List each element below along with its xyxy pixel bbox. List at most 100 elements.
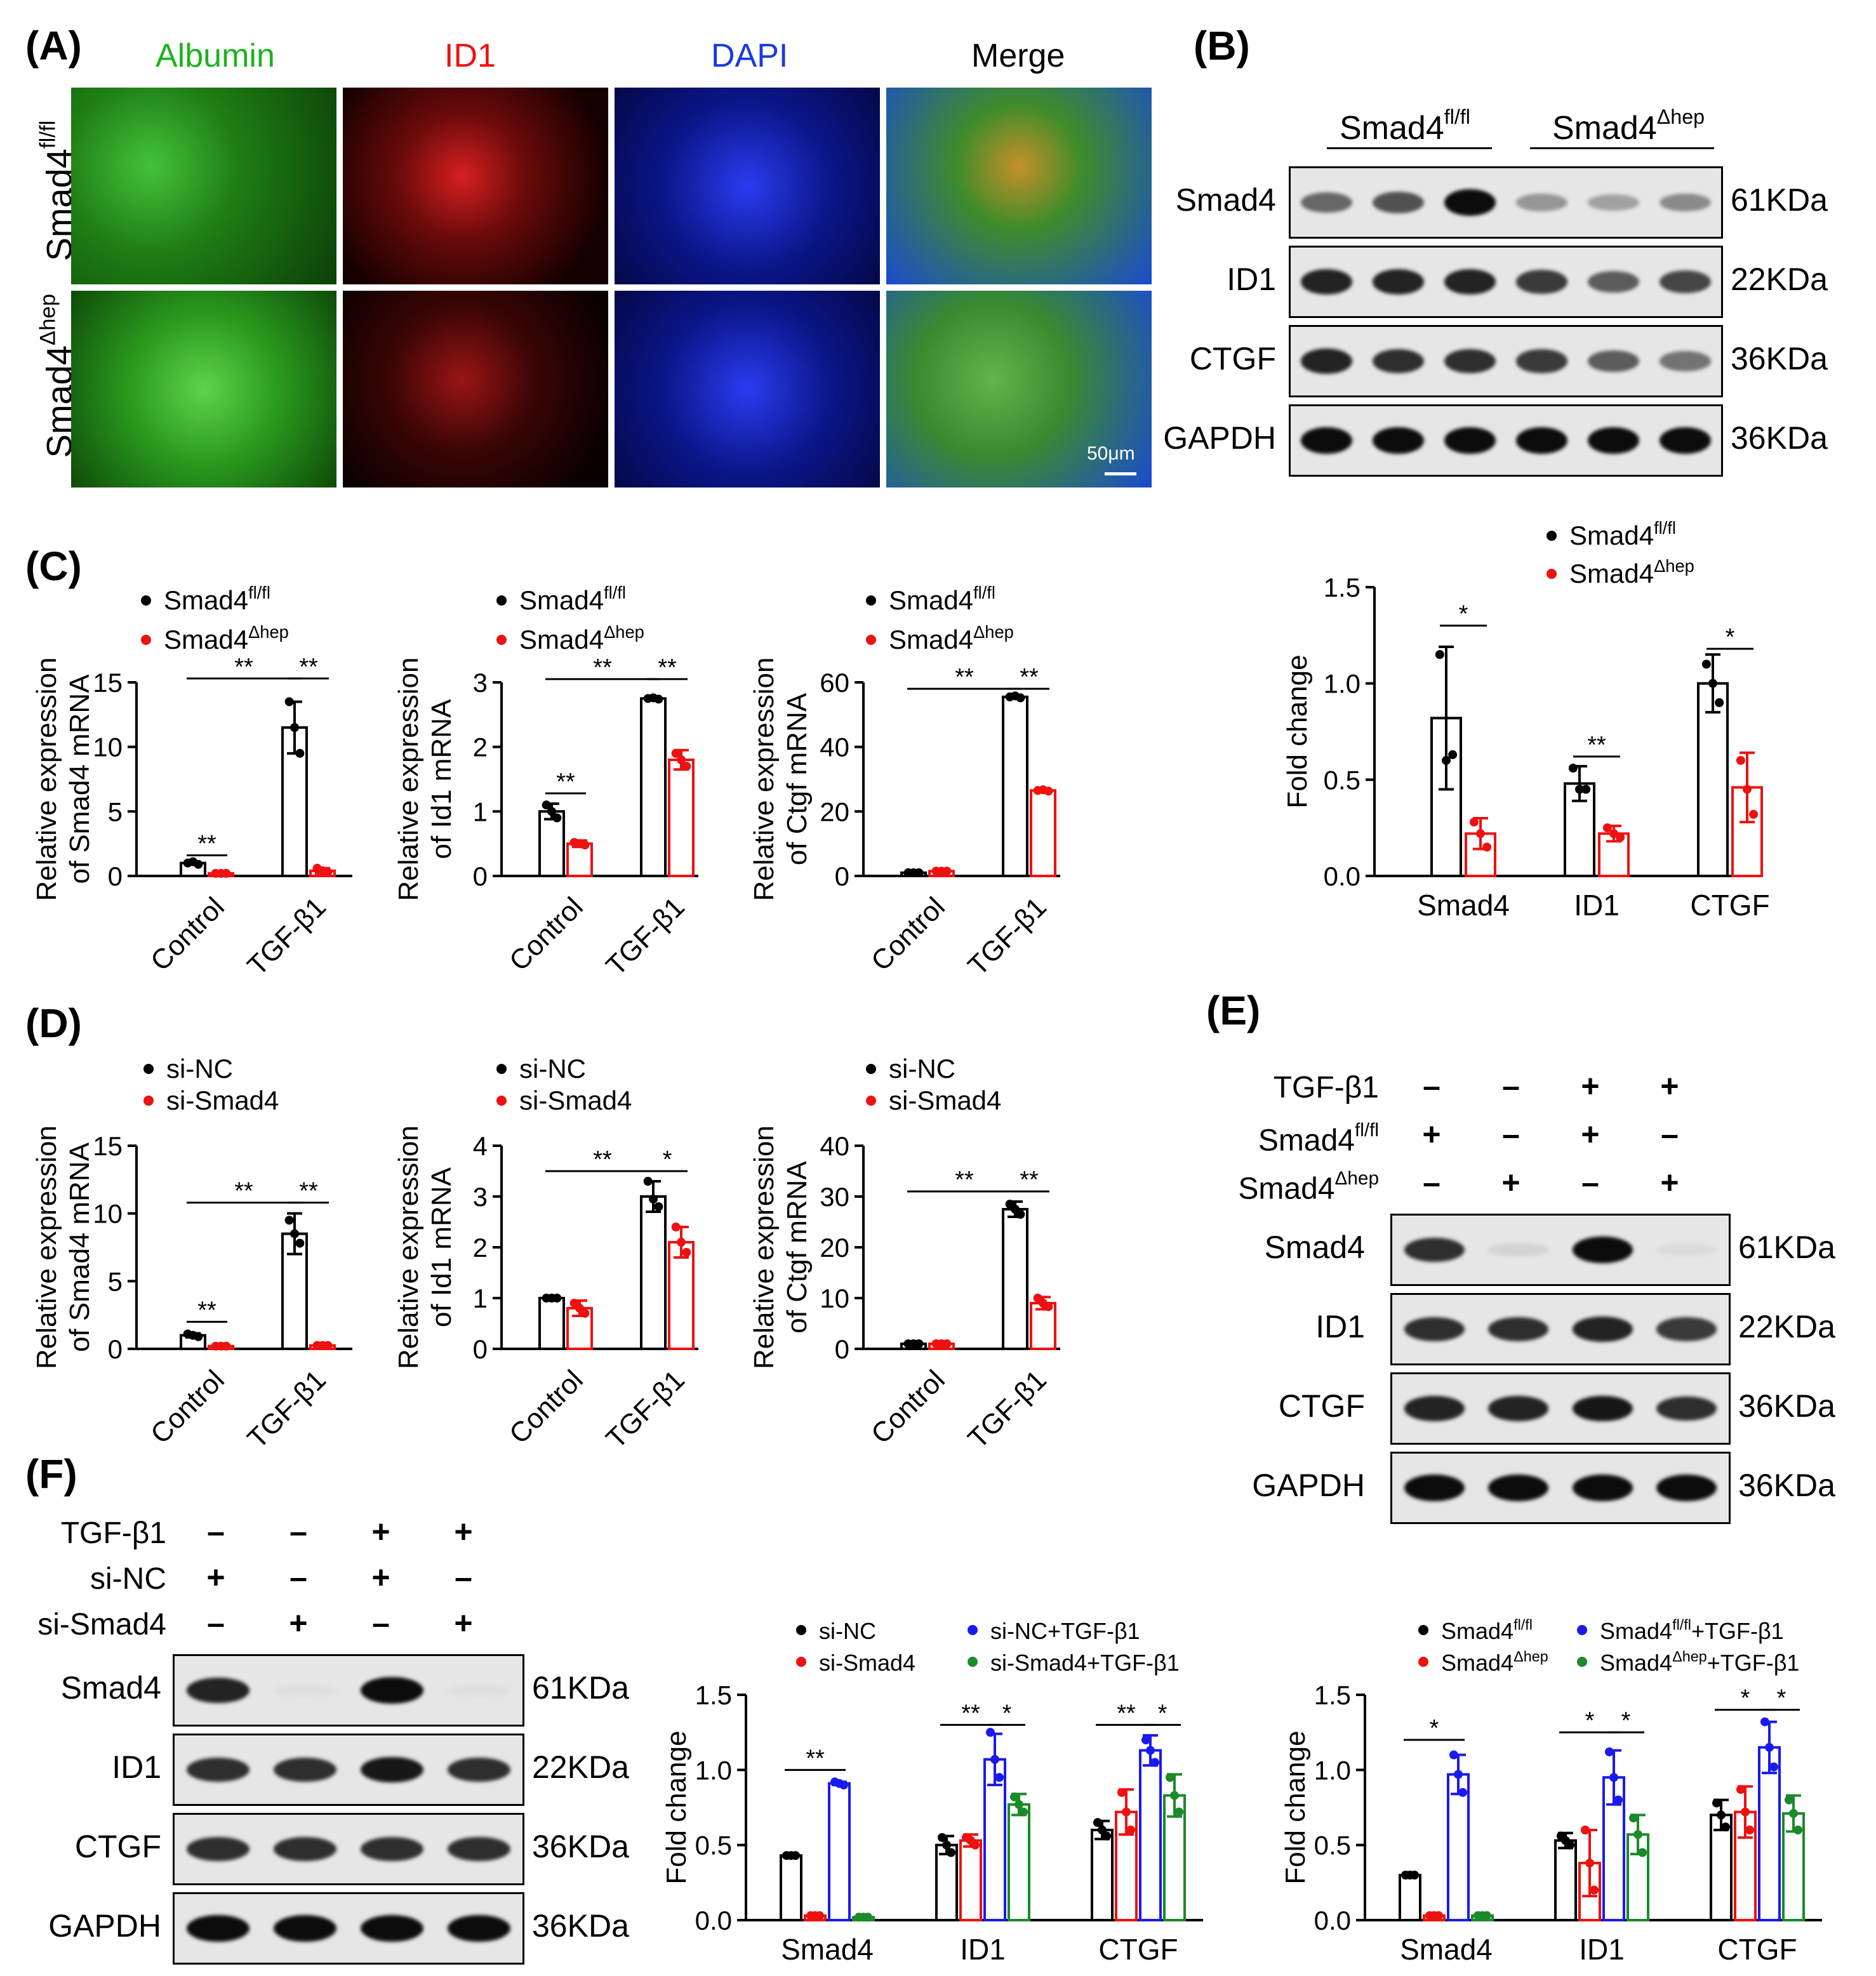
blot-e-kda-label: 36KDa bbox=[1738, 1468, 1835, 1503]
chart-F1-point bbox=[937, 1833, 947, 1842]
chart-F2-ytick-label: 1.0 bbox=[1314, 1755, 1351, 1785]
blot-b-kda-label: 61KDa bbox=[1731, 182, 1828, 218]
chart-F2-legend-marker bbox=[1418, 1657, 1428, 1667]
chart-D1-point bbox=[284, 1216, 294, 1225]
chart-D2-ytick-label: 3 bbox=[473, 1182, 488, 1212]
chart-F2-legend-marker bbox=[1577, 1625, 1587, 1635]
chart-D1-point bbox=[222, 1341, 231, 1351]
blot-band bbox=[1372, 348, 1425, 374]
blot-band bbox=[1372, 427, 1425, 454]
blot-b-group-dhep: Smad4Δhep bbox=[1552, 107, 1705, 145]
chart-C1-point bbox=[323, 867, 333, 877]
label-sup: fl/fl bbox=[973, 583, 995, 602]
treatment-f-label: si-Smad4 bbox=[37, 1610, 166, 1640]
treatment-e-label: Smad4fl/fl bbox=[1258, 1121, 1379, 1156]
blot-band bbox=[187, 1914, 249, 1942]
chart-F2-ytick-label: 1.5 bbox=[1314, 1680, 1351, 1710]
chart-F2-sig-label: * bbox=[1621, 1707, 1631, 1734]
chart-F2-point bbox=[1712, 1798, 1721, 1808]
blot-band bbox=[448, 1757, 510, 1782]
chart-C4-point bbox=[1715, 698, 1724, 707]
chart-C3-point bbox=[1016, 693, 1025, 703]
blot-e-strip bbox=[1390, 1452, 1731, 1524]
chart-C1-sig-label: ** bbox=[234, 654, 253, 680]
chart-F2-bar bbox=[1554, 1839, 1577, 1921]
treatment-e-sign: + bbox=[1581, 1068, 1600, 1104]
chart-C2-ytick-label: 2 bbox=[473, 733, 488, 762]
chart-C3-legend-marker bbox=[866, 595, 876, 606]
treatment-f-sign: – bbox=[372, 1605, 390, 1641]
chart-D3-point bbox=[914, 1339, 924, 1348]
treatment-e-sign: + bbox=[1501, 1165, 1520, 1200]
treatment-e-sign: – bbox=[1581, 1165, 1599, 1200]
chart-C4-sig-label: * bbox=[1459, 601, 1468, 628]
chart-F2-xtick-label: ID1 bbox=[1579, 1933, 1625, 1966]
chart-C4-point bbox=[1609, 829, 1618, 839]
chart-C4-point bbox=[1575, 785, 1584, 794]
chart-C3-xtick-label: TGF-β1 bbox=[962, 891, 1052, 981]
chart-F2-point bbox=[1736, 1785, 1745, 1794]
chart-C3-ytick-label: 0 bbox=[835, 861, 849, 891]
blot-band bbox=[1656, 1317, 1717, 1341]
chart-C4-legend-label: Smad4fl/fl bbox=[1569, 518, 1676, 550]
treatment-f-sign: – bbox=[207, 1605, 225, 1641]
chart-C4-point bbox=[1568, 764, 1578, 773]
blot-band bbox=[1659, 427, 1712, 454]
chart-D3-ytick-label: 10 bbox=[820, 1283, 849, 1313]
blot-e-strip bbox=[1390, 1372, 1731, 1445]
chart-F1-bar bbox=[1091, 1829, 1114, 1921]
treatment-e-sign: – bbox=[1661, 1117, 1679, 1152]
chart-F1-legend-label: si-Smad4+TGF-β1 bbox=[990, 1650, 1180, 1676]
label-sup: fl/fl bbox=[1654, 518, 1676, 538]
chart-F2-point bbox=[1434, 1911, 1444, 1920]
blot-f-kda-label: 22KDa bbox=[532, 1749, 629, 1785]
chart-F2-point bbox=[1454, 1770, 1463, 1779]
chart-C4-point bbox=[1448, 750, 1458, 759]
chart-D3-sig-label: ** bbox=[1020, 1167, 1039, 1193]
chart-D2-point bbox=[580, 1309, 590, 1318]
blot-band bbox=[1656, 1474, 1717, 1501]
chart-D3-ytick-label: 30 bbox=[820, 1182, 849, 1212]
chart-D2-ylabel: Relative expression bbox=[393, 1125, 424, 1369]
blot-band bbox=[1515, 270, 1568, 294]
chart-F1-legend-marker bbox=[968, 1625, 978, 1635]
label-sup: Δhep bbox=[248, 622, 289, 642]
chart-D2-point bbox=[682, 1248, 691, 1257]
treatment-e-sign: – bbox=[1423, 1068, 1440, 1104]
chart-C2-ytick-label: 1 bbox=[473, 797, 488, 826]
blot-f-kda-label: 36KDa bbox=[532, 1829, 629, 1864]
blot-b-group-line-dhep bbox=[1530, 147, 1714, 149]
blot-e-kda-label: 61KDa bbox=[1738, 1230, 1835, 1265]
treatment-f-sign: + bbox=[371, 1560, 390, 1595]
chart-C4-point bbox=[1442, 756, 1451, 765]
blot-band bbox=[1515, 427, 1568, 454]
chart-C2-point bbox=[682, 762, 691, 771]
chart-C4-ytick-label: 0.0 bbox=[1324, 861, 1360, 891]
chart-D1-point bbox=[290, 1229, 299, 1238]
chart-C4-point bbox=[1743, 785, 1752, 794]
chart-C4-ytick-label: 0.5 bbox=[1324, 765, 1360, 795]
chart-F2-point bbox=[1566, 1840, 1575, 1850]
blot-b-protein-label: ID1 bbox=[1227, 262, 1276, 297]
chart-D3-point bbox=[942, 1339, 952, 1348]
chart-C1-legend-label: Smad4fl/fl bbox=[164, 583, 270, 615]
chart-D2-legend-marker bbox=[496, 1096, 507, 1106]
blot-band bbox=[1587, 427, 1640, 454]
blot-band bbox=[361, 1756, 423, 1783]
label-base: Smad4 bbox=[1569, 559, 1654, 588]
chart-C2-xtick-label: TGF-β1 bbox=[600, 891, 690, 981]
blot-band bbox=[1300, 269, 1353, 295]
chart-C1-xtick-label: TGF-β1 bbox=[241, 891, 331, 981]
micrograph-id1-flfl bbox=[343, 88, 608, 284]
chart-D2-point bbox=[649, 1195, 658, 1204]
chart-F1-legend-label: si-NC+TGF-β1 bbox=[990, 1618, 1140, 1644]
channel-label-albumin: Albumin bbox=[156, 37, 275, 74]
chart-C1-legend-label: Smad4Δhep bbox=[164, 622, 289, 654]
blot-band bbox=[274, 1836, 336, 1862]
chart-D1-sig-label: ** bbox=[234, 1178, 253, 1205]
chart-F2-legend-label: Smad4Δhep+TGF-β1 bbox=[1600, 1648, 1799, 1676]
chart-D2-point bbox=[552, 1294, 562, 1303]
chart-F2-point bbox=[1410, 1871, 1420, 1880]
chart-F1-point bbox=[1019, 1807, 1028, 1817]
